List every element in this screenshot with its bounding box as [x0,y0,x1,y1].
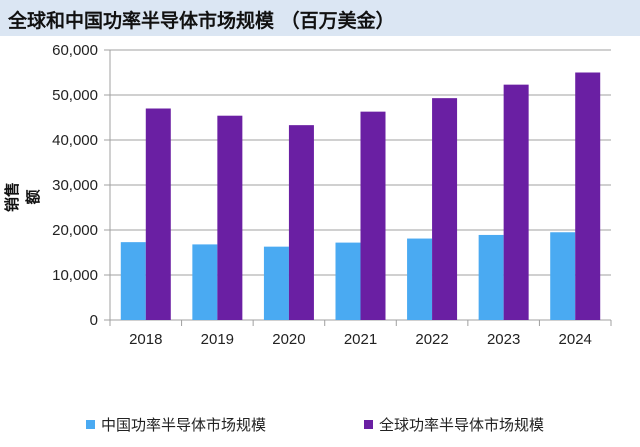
x-tick-label: 2020 [272,331,305,348]
x-tick-label: 2019 [201,331,234,348]
y-tick-label: 60,000 [52,42,98,59]
y-tick-label: 30,000 [52,177,98,194]
bar-global-2023 [503,84,529,321]
y-tick-label: 10,000 [52,267,98,284]
x-tick-label: 2022 [415,331,448,348]
legend-label-china: 中国功率半导体市场规模 [101,416,267,434]
bar-china-2019 [192,244,218,320]
y-tick-label: 0 [90,312,98,329]
bar-global-2024 [575,72,601,320]
legend-label-global: 全球功率半导体市场规模 [379,416,545,434]
bar-global-2019 [217,115,243,320]
legend-item-global: 全球功率半导体市场规模 [364,414,544,435]
x-tick-label: 2023 [487,331,520,348]
bar-china-2018 [120,242,146,320]
bar-china-2024 [550,232,576,320]
bar-global-2021 [360,111,386,321]
bar-global-2018 [145,108,171,320]
y-tick-label: 50,000 [52,87,98,104]
y-tick-label: 20,000 [52,222,98,239]
x-tick-label: 2024 [559,331,592,348]
bar-china-2023 [478,234,504,320]
bar-china-2021 [335,242,361,320]
bar-global-2020 [288,125,314,321]
chart-title: 全球和中国功率半导体市场规模 （百万美金） [8,10,395,32]
legend-item-china: 中国功率半导体市场规模 [86,414,266,435]
x-tick-label: 2018 [129,331,162,348]
bar-china-2020 [263,246,289,320]
x-tick-label: 2021 [344,331,377,348]
legend-swatch-global [364,420,373,429]
bar-china-2022 [407,238,433,320]
bar-global-2022 [432,98,458,321]
title-bar: 全球和中国功率半导体市场规模 （百万美金） [0,0,640,36]
legend-swatch-china [86,420,95,429]
y-tick-label: 40,000 [52,132,98,149]
